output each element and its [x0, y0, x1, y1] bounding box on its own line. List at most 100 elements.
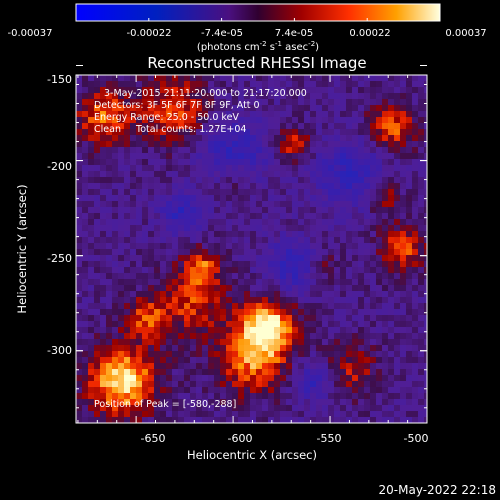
heatmap-pixel	[286, 195, 292, 201]
heatmap-pixel	[310, 165, 316, 171]
heatmap-pixel	[400, 399, 406, 405]
heatmap-pixel	[412, 165, 418, 171]
heatmap-pixel	[280, 207, 286, 213]
heatmap-pixel	[88, 99, 94, 105]
heatmap-pixel	[280, 255, 286, 261]
heatmap-pixel	[316, 177, 322, 183]
heatmap-pixel	[394, 339, 400, 345]
heatmap-pixel	[154, 183, 160, 189]
heatmap-pixel	[112, 405, 118, 411]
x-axis-label: Heliocentric X (arcsec)	[187, 448, 317, 462]
heatmap-pixel	[82, 267, 88, 273]
heatmap-pixel	[370, 159, 376, 165]
heatmap-pixel	[298, 309, 304, 315]
heatmap-pixel	[358, 387, 364, 393]
heatmap-pixel	[76, 93, 82, 99]
heatmap-pixel	[202, 189, 208, 195]
heatmap-pixel	[328, 405, 334, 411]
heatmap-pixel	[250, 345, 256, 351]
heatmap-pixel	[370, 333, 376, 339]
heatmap-pixel	[406, 75, 412, 81]
heatmap-pixel	[142, 237, 148, 243]
heatmap-pixel	[340, 357, 346, 363]
heatmap-pixel	[280, 357, 286, 363]
heatmap-pixel	[178, 255, 184, 261]
heatmap-pixel	[202, 333, 208, 339]
heatmap-pixel	[136, 159, 142, 165]
heatmap-pixel	[250, 291, 256, 297]
heatmap-pixel	[322, 201, 328, 207]
heatmap-pixel	[316, 243, 322, 249]
heatmap-pixel	[418, 189, 424, 195]
heatmap-pixel	[172, 207, 178, 213]
heatmap-pixel	[370, 171, 376, 177]
heatmap-pixel	[94, 93, 100, 99]
heatmap-pixel	[208, 333, 214, 339]
heatmap-pixel	[298, 165, 304, 171]
peak-position-text: Position of Peak = [-580,-288]	[94, 399, 236, 410]
heatmap-pixel	[94, 315, 100, 321]
heatmap-pixel	[412, 315, 418, 321]
heatmap-pixel	[292, 381, 298, 387]
heatmap-pixel	[352, 255, 358, 261]
heatmap-pixel	[400, 165, 406, 171]
heatmap-pixel	[274, 363, 280, 369]
heatmap-pixel	[274, 285, 280, 291]
heatmap-pixel	[286, 81, 292, 87]
heatmap-pixel	[244, 165, 250, 171]
heatmap-pixel	[202, 381, 208, 387]
heatmap-pixel	[208, 357, 214, 363]
heatmap-pixel	[148, 285, 154, 291]
heatmap-pixel	[382, 207, 388, 213]
heatmap-pixel	[250, 417, 256, 423]
heatmap-pixel	[256, 111, 262, 117]
heatmap-pixel	[256, 75, 262, 81]
heatmap-pixel	[178, 267, 184, 273]
heatmap-pixel	[400, 243, 406, 249]
heatmap-pixel	[232, 369, 238, 375]
heatmap-pixel	[100, 279, 106, 285]
heatmap-pixel	[184, 183, 190, 189]
heatmap-pixel	[160, 267, 166, 273]
heatmap-pixel	[352, 189, 358, 195]
heatmap-pixel	[94, 411, 100, 417]
heatmap-pixel	[184, 195, 190, 201]
heatmap-pixel	[316, 99, 322, 105]
heatmap-pixel	[112, 219, 118, 225]
heatmap-pixel	[148, 93, 154, 99]
heatmap-pixel	[112, 387, 118, 393]
heatmap-pixel	[214, 231, 220, 237]
heatmap-pixel	[172, 141, 178, 147]
heatmap-pixel	[340, 105, 346, 111]
heatmap-pixel	[310, 93, 316, 99]
heatmap-pixel	[322, 417, 328, 423]
heatmap-pixel	[382, 285, 388, 291]
heatmap-pixel	[172, 405, 178, 411]
heatmap-pixel	[400, 105, 406, 111]
heatmap-pixel	[244, 129, 250, 135]
heatmap-pixel	[262, 201, 268, 207]
heatmap-pixel	[94, 393, 100, 399]
heatmap-pixel	[220, 315, 226, 321]
heatmap-pixel	[166, 249, 172, 255]
heatmap-pixel	[370, 93, 376, 99]
heatmap-pixel	[244, 279, 250, 285]
heatmap-pixel	[124, 183, 130, 189]
heatmap-pixel	[100, 147, 106, 153]
heatmap-pixel	[88, 369, 94, 375]
heatmap-pixel	[382, 411, 388, 417]
heatmap-pixel	[310, 147, 316, 153]
heatmap-pixel	[322, 255, 328, 261]
heatmap-pixel	[202, 303, 208, 309]
heatmap-pixel	[292, 231, 298, 237]
heatmap-pixel	[94, 105, 100, 111]
heatmap-pixel	[334, 159, 340, 165]
heatmap-pixel	[190, 339, 196, 345]
heatmap-pixel	[406, 345, 412, 351]
heatmap-pixel	[274, 351, 280, 357]
y-tick-label: -200	[47, 160, 72, 173]
heatmap-pixel	[142, 105, 148, 111]
heatmap-pixel	[334, 177, 340, 183]
heatmap-pixel	[406, 321, 412, 327]
heatmap-pixel	[142, 219, 148, 225]
